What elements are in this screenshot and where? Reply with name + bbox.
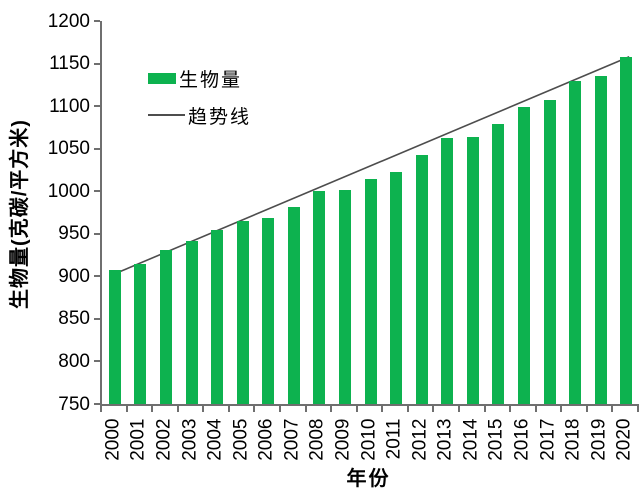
x-tick-label: 2015 [485, 418, 507, 461]
x-tick-mark [611, 406, 614, 412]
x-tick-label: 2017 [537, 418, 558, 461]
x-tick-mark [330, 406, 333, 412]
bar-2005 [236, 221, 249, 404]
bar-2002 [159, 249, 172, 404]
x-tick-label: 2010 [358, 418, 379, 461]
bar-2003 [185, 240, 198, 404]
x-tick-mark [279, 406, 281, 412]
legend-label-biomass: 生物量 [179, 69, 243, 91]
bar-2019 [594, 76, 607, 404]
bar-2010 [364, 179, 377, 404]
y-tick-mark [94, 190, 100, 193]
y-tick-mark [94, 105, 100, 108]
x-tick-mark [534, 406, 537, 412]
x-tick-mark [100, 406, 102, 412]
y-axis-title: 生物量(克碳/平方米) [9, 119, 31, 309]
legend-entry-biomass: 生物量 [148, 66, 251, 91]
x-tick-label: 2001 [127, 418, 149, 461]
x-tick-label: 2020 [613, 418, 635, 461]
legend: 生物量 趋势线 [148, 66, 251, 140]
bar-2014 [466, 136, 479, 404]
bar-2012 [415, 154, 428, 404]
bar-2006 [262, 217, 275, 404]
x-tick-label: 2012 [409, 418, 431, 461]
bar-2001 [134, 263, 147, 404]
x-tick-label: 2018 [562, 418, 584, 461]
x-tick-mark [125, 406, 128, 412]
x-tick-label: 2006 [255, 418, 277, 461]
bar-2011 [390, 171, 403, 404]
y-tick-mark [94, 232, 100, 235]
x-tick-label: 2008 [306, 418, 328, 461]
x-tick-mark [253, 406, 256, 412]
x-tick-label: 2011 [383, 418, 405, 460]
x-tick-label: 2005 [230, 418, 252, 461]
x-tick-label: 2007 [281, 418, 303, 461]
y-tick-label: 1000 [47, 180, 90, 202]
x-tick-mark [176, 406, 179, 412]
x-tick-label: 2019 [588, 418, 610, 461]
x-tick-label: 2014 [460, 418, 482, 461]
x-tick-label: 2000 [102, 418, 124, 461]
x-tick-mark [304, 406, 307, 412]
y-tick-label: 850 [58, 308, 90, 330]
y-tick-mark [94, 147, 100, 150]
legend-label-trend: 趋势线 [188, 106, 252, 128]
trend-line [114, 56, 630, 275]
x-tick-label: 2004 [204, 418, 226, 461]
x-tick-mark [227, 406, 230, 412]
bar-2020 [620, 56, 633, 404]
x-tick-mark [202, 406, 205, 412]
x-tick-mark [381, 406, 384, 412]
x-tick-mark [509, 406, 512, 412]
y-tick-label: 950 [58, 223, 90, 245]
bar-2016 [517, 106, 530, 404]
plot-area [100, 21, 639, 406]
trend-line-swatch-icon [148, 114, 185, 116]
y-tick-mark [94, 403, 100, 405]
y-tick-mark [94, 360, 100, 363]
x-tick-mark [637, 406, 639, 412]
x-tick-label: 2016 [511, 418, 533, 461]
x-tick-mark [585, 406, 588, 412]
bar-2008 [313, 191, 326, 404]
y-tick-label: 750 [58, 393, 90, 415]
x-axis-title: 年份 [346, 468, 391, 490]
y-tick-mark [94, 275, 100, 278]
bar-2017 [543, 100, 556, 404]
x-tick-label: 2013 [434, 418, 456, 461]
bar-2009 [338, 189, 351, 404]
bar-2004 [211, 229, 224, 404]
bar-2018 [569, 80, 582, 404]
bar-2000 [108, 269, 121, 404]
x-tick-mark [355, 406, 358, 412]
y-tick-label: 900 [58, 265, 90, 287]
x-tick-mark [406, 406, 409, 412]
x-tick-label: 2002 [153, 418, 175, 461]
x-tick-mark [432, 406, 435, 412]
y-tick-label: 1100 [49, 95, 90, 117]
x-tick-label: 2003 [179, 418, 200, 461]
x-tick-mark [458, 406, 460, 412]
y-tick-mark [94, 62, 100, 65]
y-tick-label: 1050 [47, 138, 90, 160]
y-tick-label: 1150 [49, 53, 90, 75]
y-tick-mark [94, 317, 100, 320]
y-tick-label: 1200 [47, 10, 90, 32]
legend-entry-trend: 趋势线 [148, 103, 252, 128]
y-tick-mark [94, 20, 100, 22]
y-tick-label: 800 [58, 350, 90, 372]
bar-2015 [492, 124, 505, 404]
biomass-swatch-icon [148, 72, 176, 84]
x-tick-mark [560, 406, 563, 412]
x-tick-mark [483, 406, 486, 412]
bar-2007 [287, 206, 300, 404]
x-tick-label: 2009 [332, 418, 354, 461]
x-tick-mark [151, 406, 154, 412]
bar-2013 [441, 138, 454, 404]
